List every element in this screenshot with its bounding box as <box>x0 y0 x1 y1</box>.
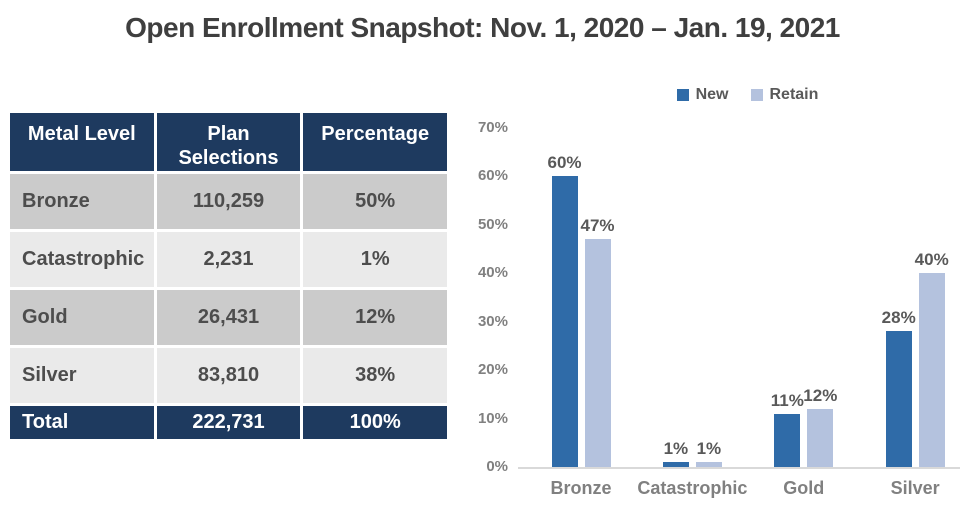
cell-level: Gold <box>7 287 157 348</box>
cell-percentage: 12% <box>300 287 450 348</box>
page-title: Open Enrollment Snapshot: Nov. 1, 2020 –… <box>125 12 840 43</box>
legend-swatch-icon <box>750 89 763 101</box>
cell-total-label: Total <box>7 403 157 442</box>
bar-value-label: 11% <box>770 390 804 410</box>
legend-swatch-icon <box>676 89 689 101</box>
table-row: Gold 26,431 12% <box>7 287 450 348</box>
cell-level: Silver <box>7 345 157 406</box>
cell-percentage: 1% <box>300 229 450 290</box>
legend-label: New <box>695 86 729 103</box>
metal-level-table: Metal Level Plan Selections Percentage B… <box>7 110 450 442</box>
y-axis-tick-label: 50% <box>477 215 508 233</box>
bar-new-catastrophic <box>662 462 689 467</box>
y-axis-tick-label: 0% <box>486 458 508 475</box>
table-total-row: Total 222,731 100% <box>7 403 450 442</box>
x-axis-category-label: Silver <box>890 478 940 498</box>
cell-total-percentage: 100% <box>300 403 450 442</box>
header-plan-selections: Plan Selections <box>153 110 304 174</box>
bar-value-label: 12% <box>803 385 838 405</box>
cell-percentage: 38% <box>300 345 450 406</box>
bar-retain-silver <box>918 273 945 467</box>
cell-percentage: 50% <box>300 171 450 232</box>
table-row: Catastrophic 2,231 1% <box>7 229 450 290</box>
legend-item-retain: Retain <box>750 86 819 104</box>
table-row: Bronze 110,259 50% <box>7 171 450 232</box>
bar-new-gold <box>774 413 801 467</box>
x-axis-category-label: Bronze <box>550 478 612 498</box>
bar-new-bronze <box>551 176 578 467</box>
y-axis-tick-label: 20% <box>477 361 508 379</box>
bar-value-label: 1% <box>663 439 689 459</box>
table-row: Silver 83,810 38% <box>7 345 450 406</box>
bar-chart: New Retain 0% 10% 20% 30% 40% 50% 60% 70% 60% 47% B… <box>470 80 965 512</box>
bar-retain-catastrophic <box>695 462 722 467</box>
header-metal-level: Metal Level <box>7 110 157 174</box>
legend-label: Retain <box>769 86 819 103</box>
x-axis-line <box>518 467 960 469</box>
cell-selections: 2,231 <box>153 229 304 290</box>
cell-selections: 83,810 <box>153 345 304 406</box>
y-axis-tick-label: 10% <box>477 409 508 427</box>
legend-item-new: New <box>676 86 729 104</box>
y-axis-tick-label: 30% <box>477 312 508 330</box>
bar-retain-bronze <box>584 239 611 467</box>
bar-new-silver <box>885 331 912 467</box>
cell-selections: 26,431 <box>153 287 304 348</box>
bar-value-label: 47% <box>580 216 615 236</box>
chart-legend: New Retain <box>530 86 965 104</box>
cell-selections: 110,259 <box>153 171 304 232</box>
x-axis-category-label: Gold <box>783 478 825 498</box>
x-axis-category-label: Catastrophic <box>637 478 748 498</box>
cell-level: Catastrophic <box>7 229 157 290</box>
bar-value-label: 1% <box>696 439 722 459</box>
header-percentage: Percentage <box>300 110 450 174</box>
bar-value-label: 28% <box>881 308 916 328</box>
bar-retain-gold <box>807 408 834 467</box>
cell-level: Bronze <box>7 171 157 232</box>
y-axis-tick-label: 40% <box>477 264 508 282</box>
cell-total-selections: 222,731 <box>153 403 304 442</box>
y-axis-tick-label: 60% <box>477 167 508 185</box>
table-header-row: Metal Level Plan Selections Percentage <box>7 110 450 174</box>
bar-value-label: 40% <box>914 250 949 270</box>
bar-value-label: 60% <box>547 153 582 173</box>
y-axis-tick-label: 70% <box>477 119 508 136</box>
